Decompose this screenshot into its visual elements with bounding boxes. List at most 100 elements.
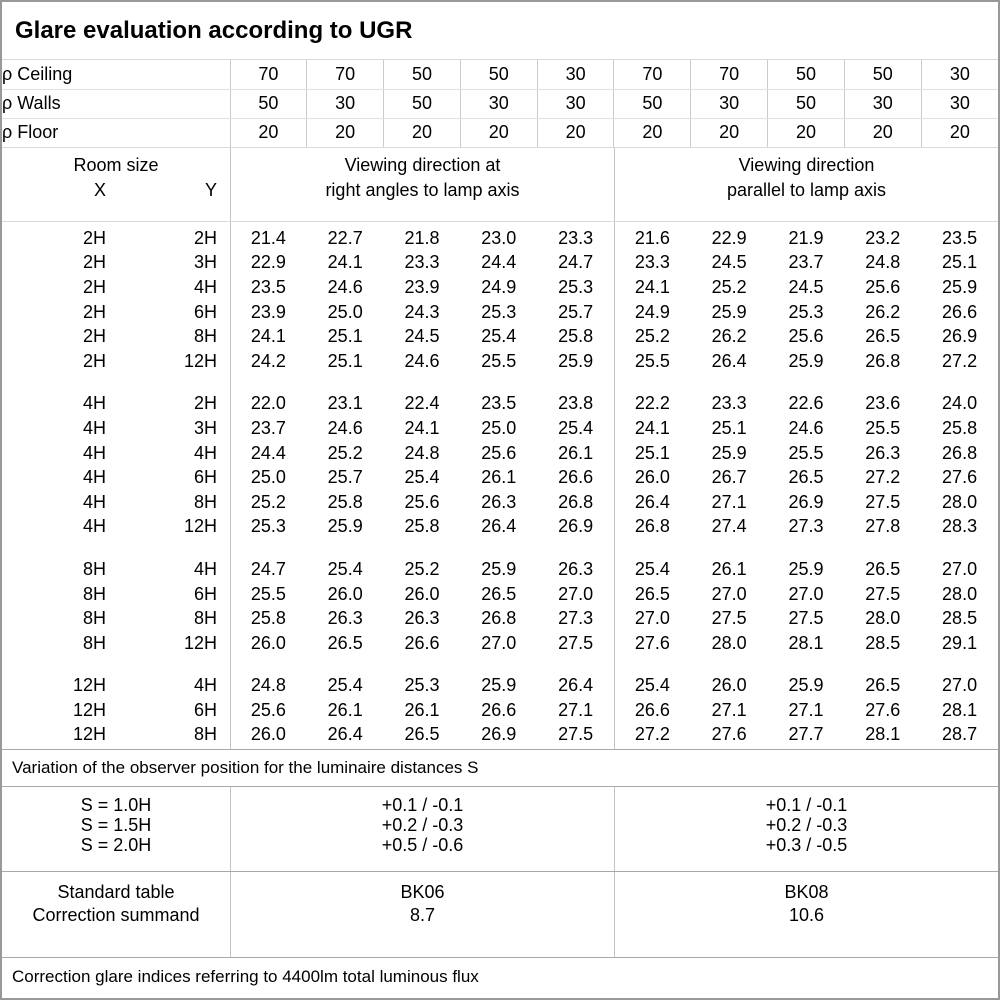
ugr-value: 26.5 (404, 724, 440, 745)
ugr-value: 25.9 (481, 558, 517, 579)
ugr-value: 26.6 (404, 632, 440, 653)
ugr-value: 23.1 (327, 393, 363, 414)
standard-table-value: BK08 (784, 882, 829, 902)
ugr-value: 27.8 (865, 516, 901, 537)
ugr-value: 26.3 (481, 491, 517, 512)
ugr-value: 25.6 (404, 491, 440, 512)
room-size-y: 2H (193, 393, 217, 414)
ugr-value: 23.2 (865, 227, 901, 248)
ugr-value: 27.0 (942, 558, 978, 579)
ugr-value: 24.5 (404, 326, 440, 347)
room-size-y: 8H (193, 608, 217, 629)
room-size-y: 12H (183, 516, 217, 537)
room-size-y: 8H (193, 326, 217, 347)
reflectance-value: 70 (690, 60, 768, 90)
reflectance-value: 50 (229, 89, 307, 119)
ugr-block: 4H 2H 22.0 23.1 22.4 23.5 23.8 22.2 23.3 22.6 23.6… (2, 392, 998, 540)
room-size-x: 2H (82, 227, 106, 248)
ugr-value: 27.5 (788, 608, 824, 629)
ugr-value: 28.0 (711, 632, 747, 653)
reflectance-label: ρ Floor (2, 122, 59, 143)
ugr-value: 23.3 (558, 227, 594, 248)
room-size-x: 4H (82, 491, 106, 512)
ugr-value: 27.0 (942, 675, 978, 696)
ugr-value: 25.2 (404, 558, 440, 579)
ugr-value: 24.2 (250, 350, 286, 371)
table-row: 4H 12H 25.3 25.9 25.8 26.4 26.9 26.8 27.4 27.3 27.… (2, 515, 998, 540)
room-size-y: 4H (193, 442, 217, 463)
ugr-value: 24.8 (250, 675, 286, 696)
table-row: 2H 6H 23.9 25.0 24.3 25.3 25.7 24.9 25.9 25.3 26.2… (2, 300, 998, 325)
ugr-value: 24.1 (250, 326, 286, 347)
reflectance-value: 70 (613, 60, 691, 90)
ugr-value: 24.9 (634, 301, 670, 322)
reflectance-value: 20 (383, 118, 461, 147)
ugr-value: 25.1 (327, 350, 363, 371)
ugr-value: 27.0 (481, 632, 517, 653)
room-size-x: 2H (82, 301, 106, 322)
ugr-value: 25.3 (481, 301, 517, 322)
ugr-value: 26.3 (558, 558, 594, 579)
ugr-value: 27.6 (865, 699, 901, 720)
s-correction-value: +0.2 / -0.3 (765, 815, 848, 835)
ugr-value: 27.5 (558, 632, 594, 653)
ugr-value: 27.1 (558, 699, 594, 720)
standard-values-parallel: BK08 10.6 (614, 872, 998, 957)
room-size-x: 12H (72, 675, 106, 696)
ugr-value: 25.9 (711, 442, 747, 463)
room-size-y: 8H (193, 724, 217, 745)
ugr-value: 26.0 (250, 724, 286, 745)
ugr-value: 26.3 (865, 442, 901, 463)
correction-summand-label: Correction summand (32, 905, 200, 925)
ugr-value: 22.4 (404, 393, 440, 414)
ugr-value: 28.1 (865, 724, 901, 745)
ugr-value: 26.5 (865, 558, 901, 579)
standard-labels: Standard table Correction summand (2, 872, 230, 957)
s-corrections-right-angles: +0.1 / -0.1 +0.2 / -0.3 +0.5 / -0.6 (230, 787, 614, 871)
ugr-value: 26.5 (865, 675, 901, 696)
ugr-value: 25.9 (327, 516, 363, 537)
reflectance-row: ρ Ceiling 70 70 50 50 30 70 70 50 50 30 (2, 60, 998, 90)
reflectance-value: 70 (306, 60, 384, 90)
ugr-value: 25.5 (865, 417, 901, 438)
ugr-value: 25.4 (404, 467, 440, 488)
ugr-value: 28.0 (865, 608, 901, 629)
table-row: 8H 4H 24.7 25.4 25.2 25.9 26.3 25.4 26.1 25.9 26.5… (2, 557, 998, 582)
s-correction-value: +0.2 / -0.3 (381, 815, 464, 835)
correction-summand-value: 10.6 (788, 905, 825, 925)
room-size-x: 4H (82, 417, 106, 438)
standard-table-value: BK06 (400, 882, 445, 902)
ugr-value: 24.6 (404, 350, 440, 371)
reflectance-value: 20 (229, 118, 307, 147)
ugr-value: 26.1 (558, 442, 594, 463)
ugr-block: 8H 4H 24.7 25.4 25.2 25.9 26.3 25.4 26.1 25.9 26.5… (2, 557, 998, 655)
ugr-value: 25.8 (558, 326, 594, 347)
ugr-value: 27.3 (558, 608, 594, 629)
ugr-value: 29.1 (942, 632, 978, 653)
ugr-value: 27.0 (711, 583, 747, 604)
room-size-y: 3H (193, 417, 217, 438)
ugr-value: 26.8 (634, 516, 670, 537)
table-row: 8H 12H 26.0 26.5 26.6 27.0 27.5 27.6 28.0 28.1 28.… (2, 631, 998, 656)
ugr-value: 25.2 (250, 491, 286, 512)
reflectance-value: 50 (843, 60, 922, 90)
ugr-value: 25.5 (250, 583, 286, 604)
ugr-value: 25.5 (481, 350, 517, 371)
ugr-value: 27.0 (788, 583, 824, 604)
s-correction-value: +0.5 / -0.6 (381, 835, 464, 855)
ugr-value: 25.7 (327, 467, 363, 488)
ugr-value: 24.1 (634, 417, 670, 438)
reflectance-value: 20 (306, 118, 384, 147)
reflectance-value: 30 (920, 89, 998, 119)
ugr-value: 26.8 (481, 608, 517, 629)
ugr-value: 22.9 (711, 227, 747, 248)
ugr-value: 28.3 (942, 516, 978, 537)
ugr-value: 26.0 (634, 467, 670, 488)
page-title: Glare evaluation according to UGR (15, 16, 413, 44)
xy-header: X Y (2, 178, 230, 203)
reflectance-value: 20 (536, 118, 614, 147)
room-size-x: 2H (82, 276, 106, 297)
room-size-x: 4H (82, 516, 106, 537)
ugr-value: 24.4 (250, 442, 286, 463)
ugr-value: 25.6 (481, 442, 517, 463)
